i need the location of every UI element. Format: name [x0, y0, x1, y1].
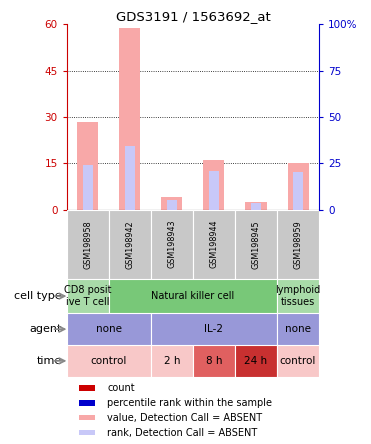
Bar: [82, 165, 93, 210]
Bar: [193, 345, 235, 377]
Bar: [235, 345, 277, 377]
Bar: [151, 345, 193, 377]
Text: none: none: [96, 324, 122, 334]
Bar: [151, 210, 193, 279]
Bar: [277, 345, 319, 377]
Bar: [246, 202, 266, 210]
Text: agent: agent: [29, 324, 62, 334]
Text: GSM198944: GSM198944: [210, 220, 219, 269]
Text: lymphoid
tissues: lymphoid tissues: [275, 285, 321, 307]
Bar: [109, 279, 277, 313]
Bar: [79, 430, 95, 436]
Bar: [109, 210, 151, 279]
Text: rank, Detection Call = ABSENT: rank, Detection Call = ABSENT: [107, 428, 257, 438]
Text: Natural killer cell: Natural killer cell: [151, 291, 234, 301]
Bar: [203, 160, 224, 210]
Bar: [277, 279, 319, 313]
Bar: [67, 345, 151, 377]
Text: GSM198942: GSM198942: [125, 220, 134, 269]
Bar: [119, 28, 140, 210]
Text: GSM198958: GSM198958: [83, 220, 92, 269]
Text: cell type: cell type: [14, 291, 62, 301]
Text: IL-2: IL-2: [204, 324, 223, 334]
Bar: [293, 173, 303, 210]
Text: control: control: [280, 356, 316, 366]
Text: 24 h: 24 h: [244, 356, 267, 366]
Bar: [235, 210, 277, 279]
Bar: [67, 313, 151, 345]
Text: CD8 posit
ive T cell: CD8 posit ive T cell: [64, 285, 112, 307]
Text: GSM198959: GSM198959: [293, 220, 302, 269]
Bar: [209, 171, 219, 210]
Text: count: count: [107, 383, 135, 393]
Bar: [288, 163, 309, 210]
Bar: [67, 279, 109, 313]
Text: value, Detection Call = ABSENT: value, Detection Call = ABSENT: [107, 412, 262, 423]
Text: time: time: [36, 356, 62, 366]
Text: GSM198943: GSM198943: [167, 220, 176, 269]
Bar: [193, 210, 235, 279]
Bar: [251, 203, 261, 210]
Bar: [125, 146, 135, 210]
Text: GSM198945: GSM198945: [252, 220, 260, 269]
Text: 8 h: 8 h: [206, 356, 222, 366]
Bar: [161, 197, 183, 210]
Bar: [77, 122, 98, 210]
Bar: [79, 400, 95, 406]
Bar: [167, 200, 177, 210]
Bar: [79, 385, 95, 391]
Text: control: control: [91, 356, 127, 366]
Bar: [277, 210, 319, 279]
Bar: [79, 415, 95, 420]
Title: GDS3191 / 1563692_at: GDS3191 / 1563692_at: [115, 10, 270, 23]
Text: percentile rank within the sample: percentile rank within the sample: [107, 398, 272, 408]
Bar: [67, 210, 109, 279]
Bar: [151, 313, 277, 345]
Bar: [277, 313, 319, 345]
Text: none: none: [285, 324, 311, 334]
Text: 2 h: 2 h: [164, 356, 180, 366]
